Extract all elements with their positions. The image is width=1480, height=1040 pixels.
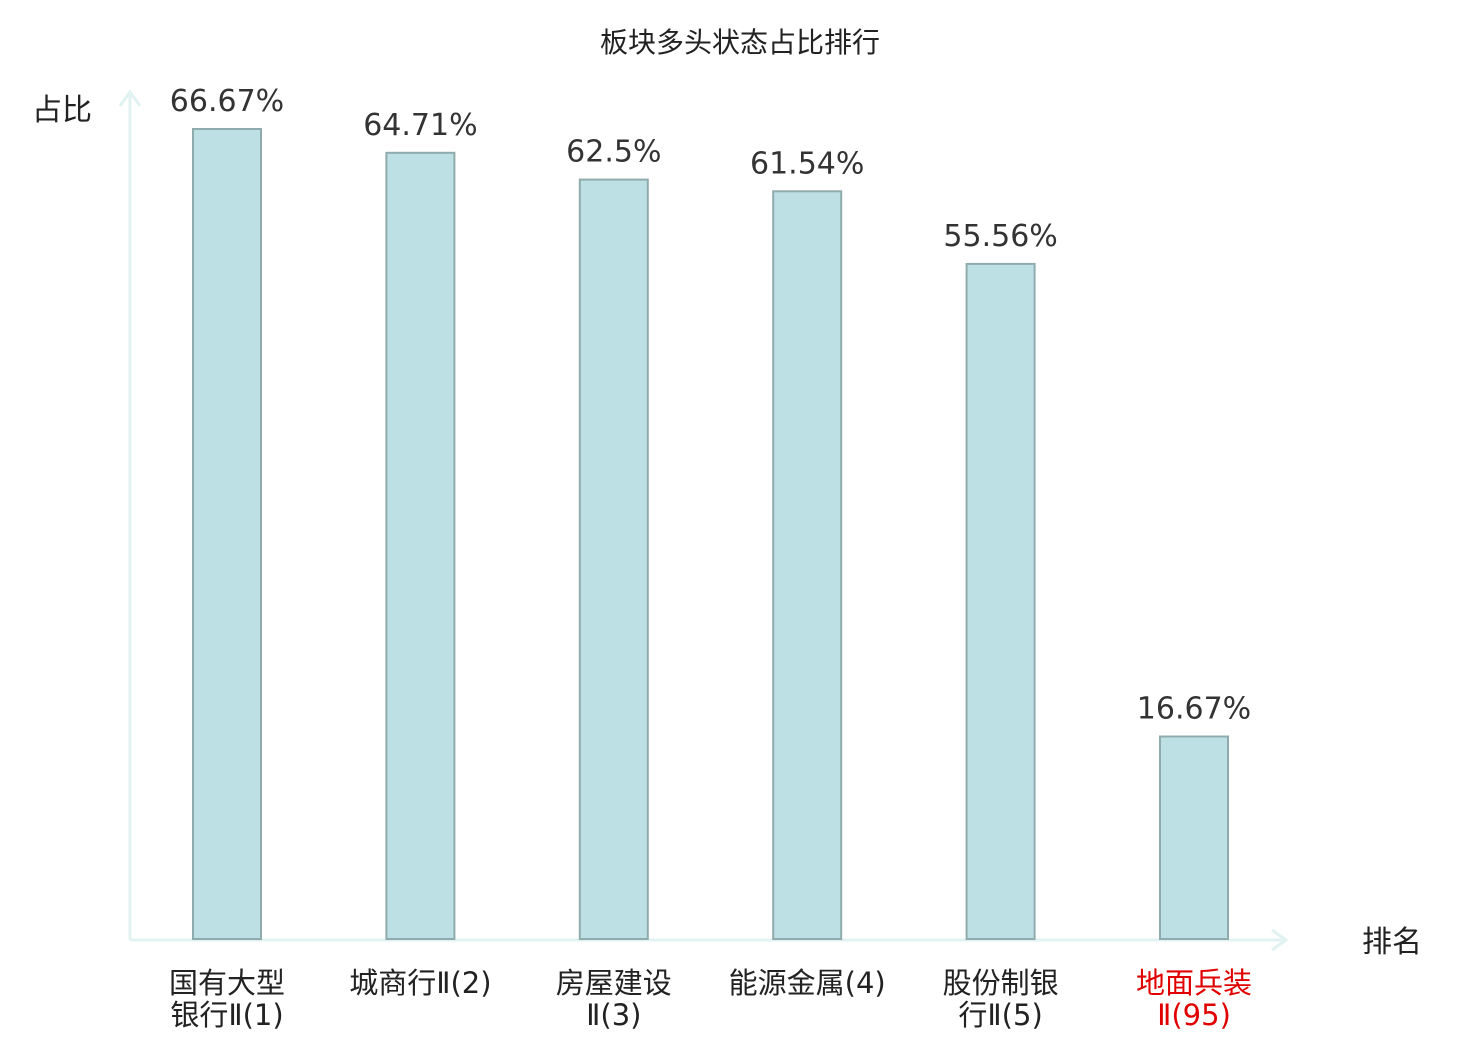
category-tick-label: 地面兵装 [1136,966,1252,1000]
category-tick-label: 房屋建设 [556,966,672,1000]
bar-value-label: 64.71% [363,108,477,143]
category-tick-label: 行Ⅱ(5) [958,998,1042,1032]
bar-value-label: 55.56% [943,219,1057,254]
y-axis-arrow-icon [118,89,142,107]
chart-title: 板块多头状态占比排行 [600,26,880,59]
bars-group [192,128,1229,941]
category-tick-label: Ⅱ(95) [1157,998,1231,1032]
bar-value-label: 66.67% [170,84,284,119]
bar-value-label: 16.67% [1137,692,1251,727]
category-tick-label: Ⅱ(3) [586,998,641,1032]
bar-value-label: 61.54% [750,146,864,181]
x-axis-arrow-icon [1271,928,1289,952]
bar [385,151,456,941]
bar [578,178,649,941]
category-tick-label: 股份制银 [943,966,1059,1000]
y-axis-label: 占比 [32,93,92,128]
x-axis-label: 排名 [1362,925,1422,960]
bar-value-label: 62.5% [566,135,661,170]
category-tick-label: 国有大型 [169,966,285,1000]
category-tick-label: 能源金属(4) [729,966,886,1000]
value-labels-group: 66.67% 64.71% 62.5% 61.54% 55.56% 16.67% [170,84,1251,727]
bar [1159,735,1229,940]
category-tick-label: 银行Ⅱ(1) [170,998,283,1032]
bar [192,128,262,940]
bar [965,262,1036,940]
axes [118,89,1289,952]
bar [772,190,843,941]
category-tick-label: 城商行Ⅱ(2) [349,966,491,1000]
